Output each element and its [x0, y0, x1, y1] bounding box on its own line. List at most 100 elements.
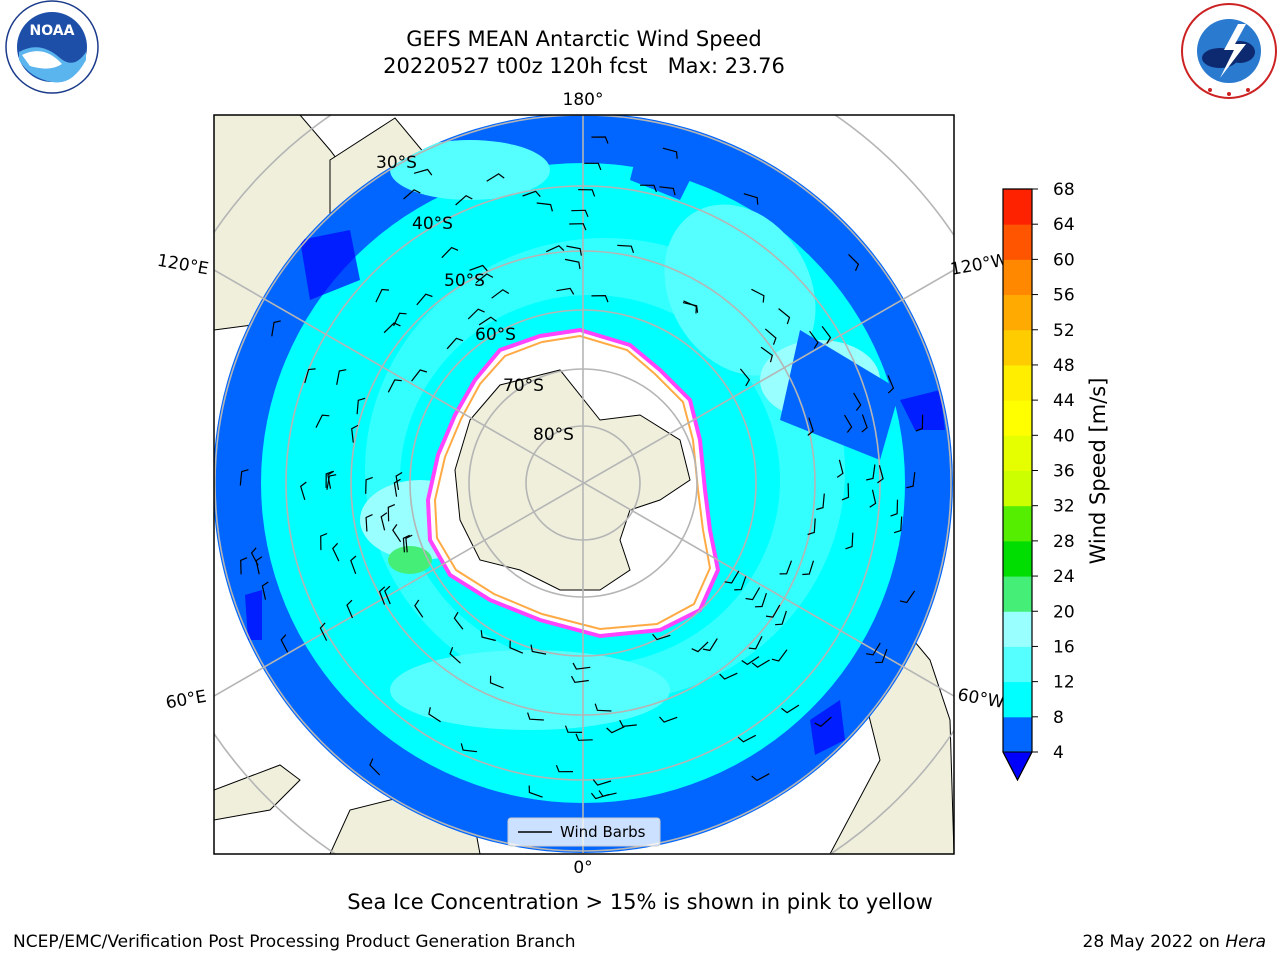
wind-barb	[743, 193, 759, 205]
legend-label: Wind Barbs	[560, 823, 646, 841]
wind-barb	[413, 168, 433, 176]
map-legend: Wind Barbs	[507, 817, 661, 847]
wind-barb	[594, 703, 612, 712]
lon-label-180: 180°	[563, 90, 604, 110]
wind-barb	[475, 273, 494, 284]
wind-barb	[509, 640, 524, 654]
colorbar-segment	[1003, 611, 1032, 647]
wind-barb	[545, 245, 565, 253]
wind-barb	[414, 599, 424, 618]
colorbar-tick-label: 28	[1053, 532, 1075, 552]
wind-barb	[809, 330, 819, 349]
wind-barb	[478, 316, 497, 326]
title-line2: 20220527 t00z 120h fcst Max: 23.76	[383, 54, 785, 78]
wind-barb	[841, 483, 850, 501]
wind-barb	[346, 599, 354, 619]
wind-barb	[570, 675, 589, 684]
wind-barb	[724, 570, 740, 584]
wind-barb	[350, 555, 357, 575]
wind-barb	[380, 512, 388, 531]
wind-barb	[662, 147, 678, 159]
wind-barb	[491, 289, 510, 299]
wind-barb	[861, 414, 868, 433]
sea-ice-note: Sea Ice Concentration > 15% is shown in …	[347, 890, 933, 914]
wind-barb	[877, 465, 884, 484]
colorbar-segment	[1003, 646, 1032, 683]
wind-barb	[821, 325, 832, 344]
wind-barb	[865, 642, 881, 656]
title-line1: GEFS MEAN Antarctic Wind Speed	[406, 27, 762, 51]
colorbar-tick-label: 52	[1053, 321, 1075, 341]
wind-barb	[393, 478, 401, 497]
lon-label-60e: 60°E	[164, 687, 208, 714]
wind-barb	[356, 397, 366, 415]
wind-barb	[332, 542, 340, 562]
wind-barb	[449, 646, 461, 664]
wind-barb	[719, 672, 738, 680]
wind-barb	[751, 773, 770, 782]
wind-barb	[327, 470, 335, 489]
wind-barb	[899, 590, 916, 604]
wind-barb	[441, 246, 459, 259]
colorbar-tick-label: 8	[1053, 708, 1064, 728]
wind-barb	[392, 524, 402, 543]
wind-barb	[741, 656, 760, 666]
wind-barb	[906, 472, 916, 489]
wind-barb	[659, 716, 678, 723]
colorbar-segment	[1003, 716, 1032, 753]
wind-barb	[536, 202, 553, 212]
wind-barb	[802, 560, 815, 576]
wind-barb	[402, 534, 410, 553]
wind-barb	[739, 368, 751, 387]
wind-barb	[748, 636, 763, 650]
wind-barb	[591, 294, 609, 303]
wind-barb	[751, 288, 765, 303]
colorbar-tick-label: 64	[1053, 215, 1075, 235]
credit-date: 28 May 2022 on Hera	[1083, 932, 1267, 952]
lat-label-30s: 30°S	[376, 153, 417, 173]
wind-barb	[779, 560, 793, 575]
wind-barb	[737, 734, 757, 743]
colorbar-label: Wind Speed [m/s]	[1086, 378, 1110, 565]
wind-barb	[584, 162, 602, 171]
wind-barb	[527, 712, 544, 721]
wind-barb	[395, 471, 403, 491]
wind-barb	[843, 414, 853, 433]
wind-barb	[351, 424, 359, 443]
wind-barb	[578, 189, 596, 197]
colorbar-tick-label: 36	[1053, 462, 1075, 482]
wind-barb	[683, 300, 697, 314]
wind-barb	[734, 576, 747, 591]
wind-barb	[866, 464, 876, 481]
credit-host: Hera	[1225, 932, 1266, 952]
nws-logo	[1181, 3, 1277, 99]
wind-barb	[446, 337, 464, 350]
wind-barb	[469, 264, 488, 272]
wind-barb	[325, 470, 334, 488]
lon-label-120w: 120°W	[949, 250, 1010, 280]
wind-barb	[411, 369, 428, 382]
colorbar-segment	[1003, 435, 1032, 471]
wind-barb	[751, 659, 770, 668]
wind-barb	[453, 611, 464, 630]
colorbar-segment	[1003, 681, 1032, 718]
wind-barb	[319, 622, 328, 641]
wind-barb	[530, 644, 547, 655]
lon-label-60w: 60°W	[956, 685, 1006, 713]
colorbar-tick-label: 12	[1053, 673, 1075, 693]
colorbar-segment	[1003, 329, 1032, 366]
wind-barb	[393, 312, 407, 327]
wind-barb	[781, 704, 800, 714]
map-frame	[213, 114, 955, 855]
wind-barb	[619, 719, 637, 728]
wind-barb	[682, 302, 699, 313]
colorbar-segment	[1003, 540, 1032, 577]
lat-label-80s: 80°S	[533, 425, 574, 445]
colorbar-segment	[1003, 259, 1032, 296]
wind-barb	[807, 518, 816, 536]
wind-barb	[775, 610, 787, 626]
colorbar-tick-label: 20	[1053, 602, 1075, 622]
antarctica	[425, 327, 721, 639]
wind-barb	[702, 638, 718, 652]
wind-barb	[814, 716, 832, 728]
